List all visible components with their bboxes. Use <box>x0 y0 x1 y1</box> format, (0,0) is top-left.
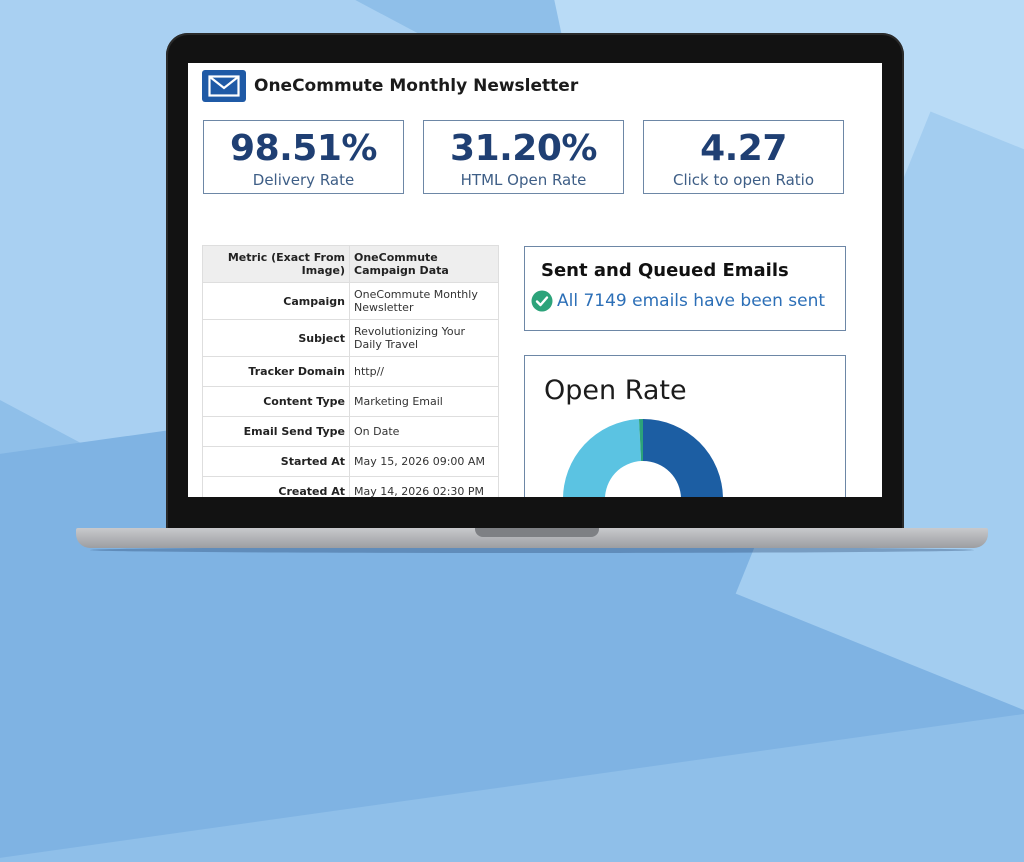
table-header-campaign-data: OneCommute Campaign Data <box>349 245 499 283</box>
laptop-base <box>76 528 988 548</box>
campaign-data-table: Metric (Exact From Image) OneCommute Cam… <box>202 245 499 497</box>
row-value: Marketing Email <box>349 386 499 417</box>
sent-queued-card: Sent and Queued Emails All 7149 emails h… <box>524 246 846 331</box>
stat-card-html-open-rate: 31.20% HTML Open Rate <box>423 120 624 194</box>
stat-card-click-to-open-ratio: 4.27 Click to open Ratio <box>643 120 844 194</box>
table-row: Tracker Domain http// <box>202 356 499 387</box>
donut-slice-2 <box>638 419 643 462</box>
page-title: OneCommute Monthly Newsletter <box>254 76 579 96</box>
check-circle-icon <box>531 290 553 312</box>
donut-slice-0 <box>643 419 723 497</box>
table-row: Content Type Marketing Email <box>202 386 499 417</box>
stat-label: HTML Open Rate <box>460 171 587 189</box>
row-key: Content Type <box>202 386 350 417</box>
open-rate-donut-chart <box>563 419 723 497</box>
row-value: OneCommute Monthly Newsletter <box>349 282 499 320</box>
laptop-screen: OneCommute Monthly Newsletter 98.51% Del… <box>188 63 882 497</box>
row-key: Subject <box>202 319 350 357</box>
laptop-shadow <box>90 547 974 553</box>
sent-card-title: Sent and Queued Emails <box>541 260 789 281</box>
row-value: Revolutionizing Your Daily Travel <box>349 319 499 357</box>
table-header-metric: Metric (Exact From Image) <box>202 245 350 283</box>
table-header-row: Metric (Exact From Image) OneCommute Cam… <box>202 245 499 283</box>
row-key: Email Send Type <box>202 416 350 447</box>
row-value: May 14, 2026 02:30 PM <box>349 476 499 497</box>
stat-value: 31.20% <box>450 128 597 169</box>
stat-card-delivery-rate: 98.51% Delivery Rate <box>203 120 404 194</box>
mail-icon <box>202 70 246 102</box>
table-row: Created At May 14, 2026 02:30 PM <box>202 476 499 497</box>
open-rate-card: Open Rate <box>524 355 846 497</box>
donut-slice-1 <box>563 419 642 497</box>
open-rate-title: Open Rate <box>544 375 687 406</box>
stat-label: Delivery Rate <box>252 171 355 189</box>
table-row: Campaign OneCommute Monthly Newsletter <box>202 282 499 320</box>
laptop-notch <box>475 528 599 537</box>
stat-value: 98.51% <box>230 128 377 169</box>
table-row: Subject Revolutionizing Your Daily Trave… <box>202 319 499 357</box>
row-key: Started At <box>202 446 350 477</box>
table-row: Email Send Type On Date <box>202 416 499 447</box>
row-key: Tracker Domain <box>202 356 350 387</box>
table-row: Started At May 15, 2026 09:00 AM <box>202 446 499 477</box>
page-header: OneCommute Monthly Newsletter <box>202 70 578 102</box>
row-key: Campaign <box>202 282 350 320</box>
row-value: On Date <box>349 416 499 447</box>
mail-icon-glyph <box>208 75 240 97</box>
row-value: http// <box>349 356 499 387</box>
sent-status: All 7149 emails have been sent <box>531 290 825 312</box>
sent-status-text: All 7149 emails have been sent <box>557 291 826 311</box>
stat-label: Click to open Ratio <box>672 171 815 189</box>
row-key: Created At <box>202 476 350 497</box>
stat-value: 4.27 <box>700 128 787 169</box>
row-value: May 15, 2026 09:00 AM <box>349 446 499 477</box>
